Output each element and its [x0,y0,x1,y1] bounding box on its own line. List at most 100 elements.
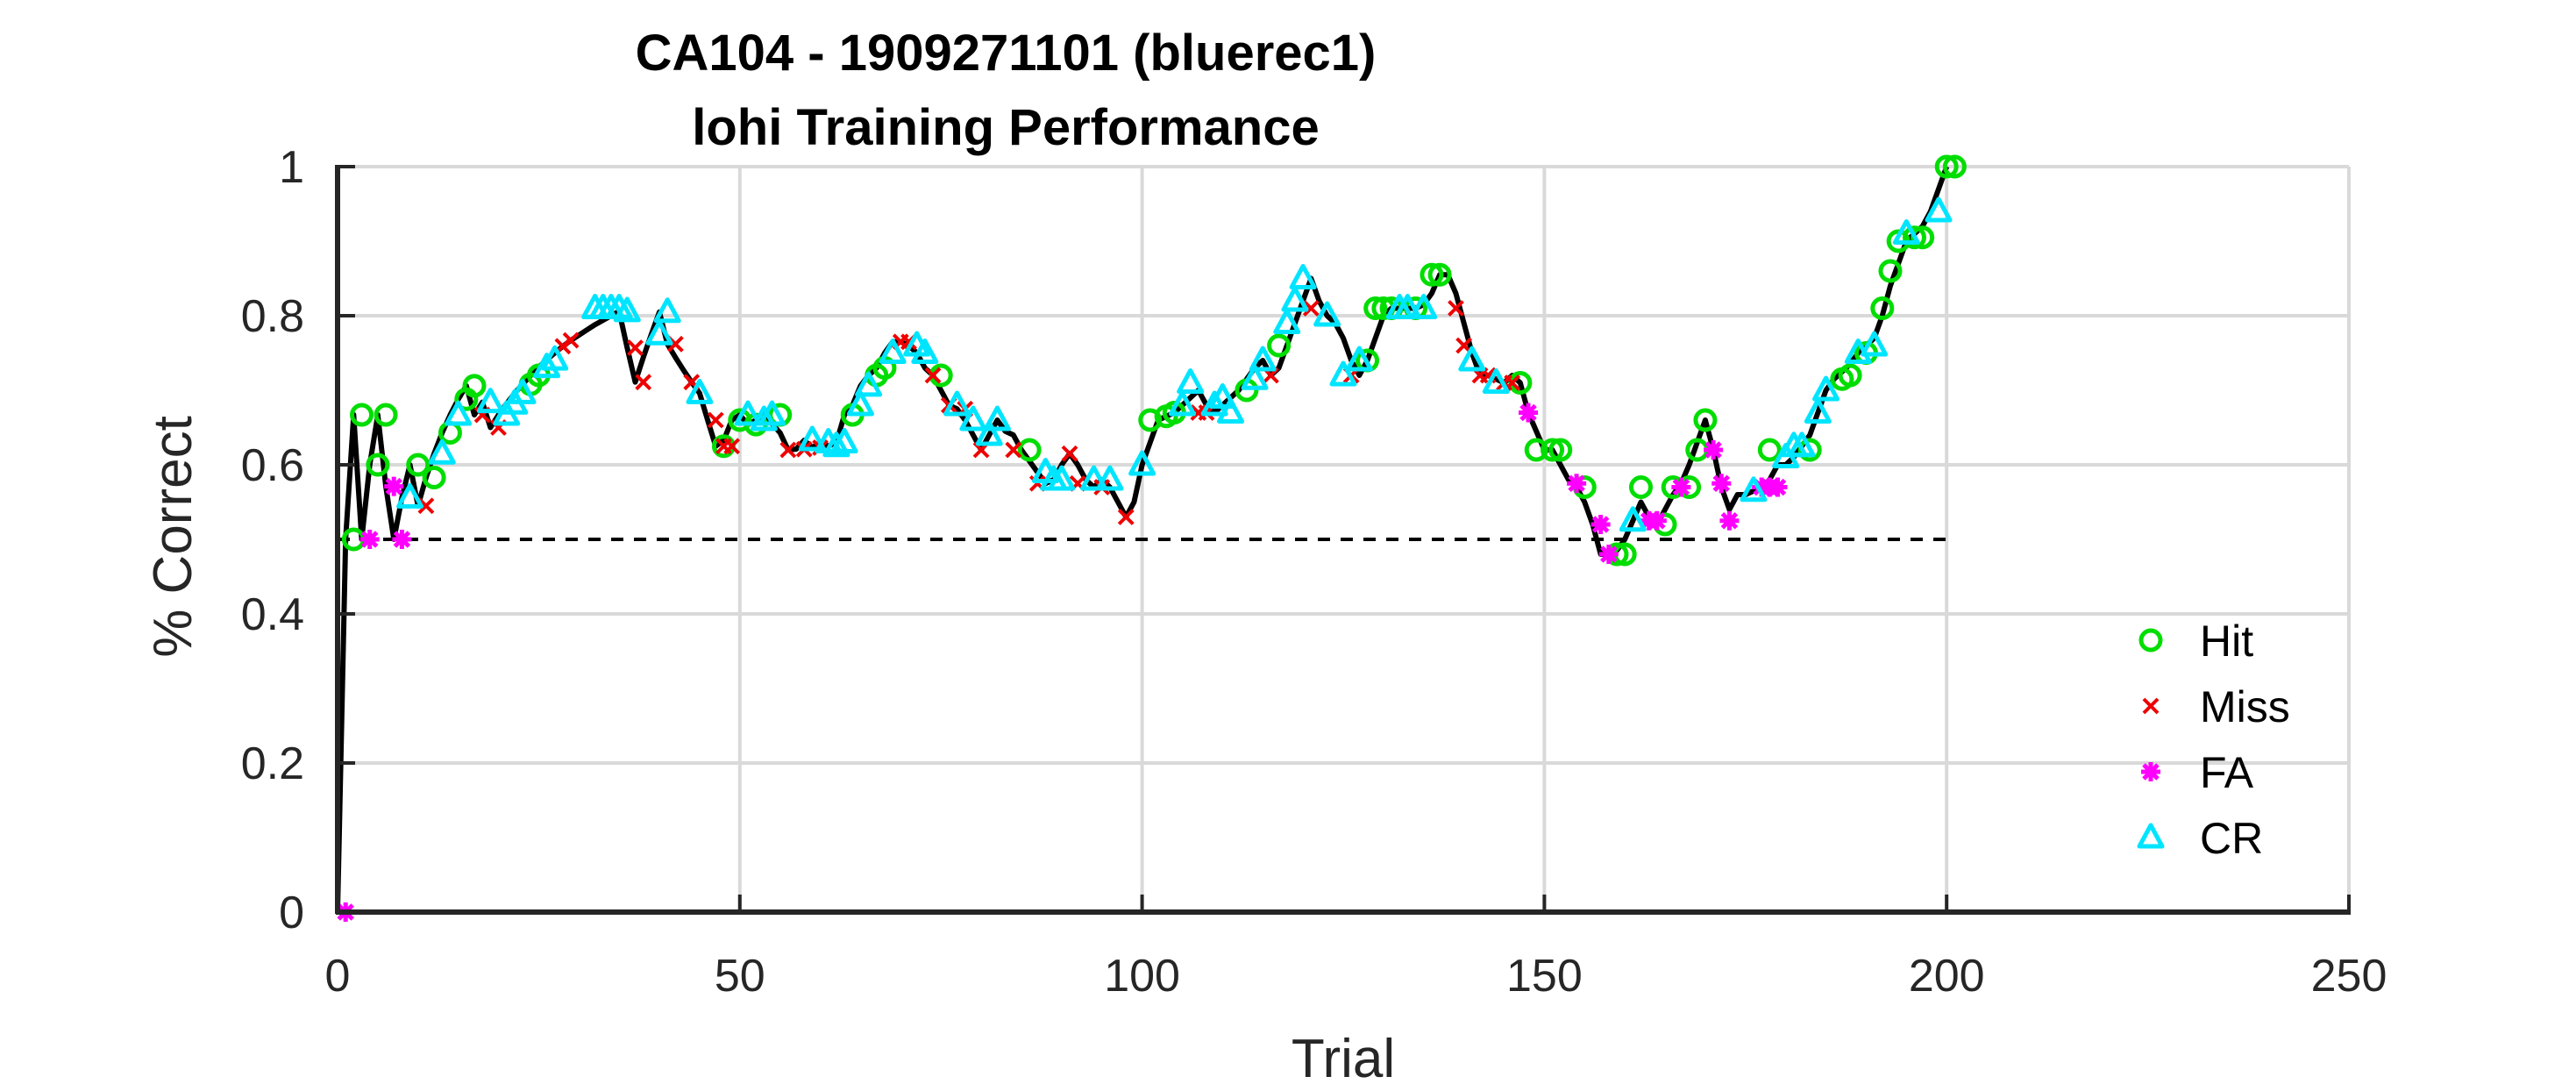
hit-marker-shape [1541,438,1565,462]
cr-marker-shape [1249,346,1277,372]
cr-marker-shape [1168,390,1196,417]
miss-marker [779,441,797,459]
cr-marker-shape [750,405,778,431]
hit-marker-shape [1757,438,1782,462]
cr-marker-shape [1273,309,1301,334]
cr-marker [445,400,473,426]
cr-marker-shape [1208,383,1236,409]
legend-hit-icon [2138,628,2163,652]
cr-marker [1289,264,1317,289]
hit-marker [1138,408,1163,432]
legend-miss-icon-shape [2142,697,2160,715]
axes [335,165,2351,915]
cr-marker [396,482,424,509]
cr-marker-shape [476,388,504,414]
x-tick-label: 200 [1909,951,1985,1002]
cr-marker [1208,383,1236,409]
cr-marker-shape [509,378,537,404]
fa-marker [1519,403,1539,423]
hit-marker [1693,408,1718,432]
fa-marker [359,530,380,549]
cr-marker-shape [975,420,1003,446]
legend-fa-icon-shape [2141,762,2160,781]
cr-marker [1925,196,1953,223]
legend-miss-icon [2142,697,2160,715]
fa-marker-shape [1704,440,1724,460]
hit-marker-shape [1363,296,1388,320]
cr-marker [822,431,850,458]
x-tick-label: 50 [715,951,765,1002]
hit-marker [374,403,398,427]
hit-marker [406,453,431,477]
fa-marker [1590,515,1611,534]
fa-marker [1704,440,1724,460]
grid-lines [338,165,2351,912]
cr-marker-shape [396,482,424,509]
cr-marker-shape [686,378,714,404]
cr-marker-shape [855,371,883,397]
hit-marker-shape [1524,438,1548,462]
cr-marker [1200,390,1228,417]
legend-miss-label: Miss [2200,682,2290,731]
cr-marker [1482,368,1510,394]
cr-marker-shape [541,345,569,371]
miss-marker-shape [1302,300,1320,317]
cr-marker [533,353,561,379]
cr-marker-shape [1080,465,1108,491]
cr-marker-shape [846,390,874,417]
hit-marker-shape [1420,262,1444,287]
hit-marker-shape [1629,475,1654,499]
miss-marker [707,411,724,429]
cr-marker [943,390,971,417]
fa-marker [1671,477,1691,497]
cr-marker [613,296,641,323]
cr-marker [1177,368,1205,394]
cr-marker [1329,360,1357,387]
miss-marker-shape [779,441,797,459]
cr-marker [1096,465,1124,491]
miss-marker-shape [924,367,942,384]
hit-marker-shape [1838,363,1862,388]
cr-marker-shape [1619,506,1647,532]
x-tick-label: 100 [1104,951,1180,1002]
cr-marker-shape [428,439,456,465]
cr-marker-shape [1200,390,1228,417]
cr-marker-shape [1861,331,1889,357]
hit-marker [1541,438,1565,462]
cr-marker-shape [1128,450,1156,476]
hit-marker-shape [1267,333,1292,358]
cr-marker [798,425,826,452]
y-axis-label: % Correct [143,416,203,658]
miss-marker-shape [1117,509,1135,525]
cr-marker [1249,346,1277,372]
cr-marker [750,405,778,431]
x-tick-label: 250 [2311,951,2387,1002]
legend-item-fa: FA [2141,748,2254,797]
fa-marker-shape [359,530,380,549]
hit-marker [1267,333,1292,358]
hit-marker [1838,363,1862,388]
cr-marker [1168,390,1196,417]
cr-marker [509,378,537,404]
cr-marker [428,439,456,465]
cr-marker [1128,450,1156,476]
fa-marker [392,530,412,549]
cr-marker [830,428,858,453]
miss-marker-shape [707,411,724,429]
trial-markers [336,154,1967,922]
cr-marker-shape [1329,360,1357,387]
cr-marker-shape [1740,476,1768,503]
cr-marker [1281,286,1309,312]
hit-marker [1878,259,1903,283]
cr-marker-shape [758,400,786,426]
cr-marker-shape [1788,431,1816,458]
hit-marker [350,403,374,427]
cr-marker [1313,301,1341,327]
hit-marker [1757,438,1782,462]
cr-marker [758,400,786,426]
cr-marker [1804,398,1832,424]
legend: Hit Miss FA CR [2137,617,2290,863]
y-tick-label: 0.6 [241,440,304,491]
cr-marker-shape [1345,346,1373,372]
